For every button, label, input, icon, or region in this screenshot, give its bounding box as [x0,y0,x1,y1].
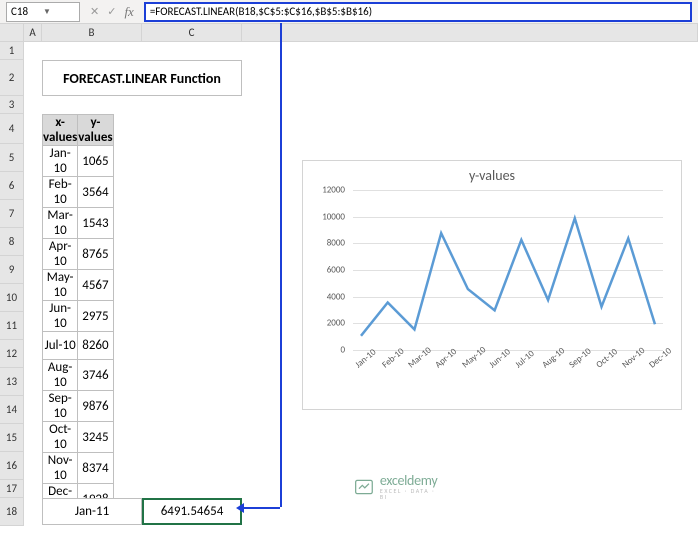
cell[interactable]: 4567 [78,270,113,301]
y-tick: 10000 [322,211,345,222]
table-row: Apr-108765 [43,239,114,270]
row-header-6[interactable]: 6 [0,172,24,200]
x-label: Dec-10 [647,345,674,370]
row-header-16[interactable]: 16 [0,452,24,480]
cell[interactable]: 8765 [78,239,113,270]
row-header-13[interactable]: 13 [0,368,24,396]
table-row: Oct-103245 [43,422,114,453]
watermark-main: exceldemy [380,474,440,488]
cell[interactable]: Sep-10 [43,391,78,422]
x-label: Sep-10 [567,346,593,371]
y-tick: 0 [340,345,345,356]
table-header-y: y-values [78,115,113,146]
row-header-8[interactable]: 8 [0,228,24,256]
cell[interactable]: 8260 [78,332,113,360]
row-header-4[interactable]: 4 [0,114,24,144]
row-header-3[interactable]: 3 [0,96,24,114]
table-row: Sep-109876 [43,391,114,422]
cell[interactable]: Oct-10 [43,422,78,453]
col-header-rest [242,24,698,42]
table-row: Aug-103746 [43,360,114,391]
x-label: Jul-10 [513,348,537,370]
cell[interactable]: Feb-10 [43,177,78,208]
row-header-15[interactable]: 15 [0,424,24,452]
data-table: x-valuesy-valuesJan-101065Feb-103564Mar-… [42,114,114,515]
col-header-b[interactable]: B [42,24,142,42]
row-header-12[interactable]: 12 [0,340,24,368]
x-label: Feb-10 [380,346,406,371]
row-header-17[interactable]: 17 [0,480,24,498]
cancel-icon[interactable]: ✕ [90,5,99,18]
table-row: May-104567 [43,270,114,301]
cell[interactable]: 1065 [78,146,113,177]
accept-icon[interactable]: ✓ [107,5,116,18]
formula-text: =FORECAST.LINEAR(B18,$C$5:$C$16,$B$5:$B$… [150,5,372,18]
connector-line-h [244,507,280,509]
col-header-a[interactable]: A [24,24,42,42]
forecast-x-cell[interactable]: Jan-11 [42,498,142,525]
table-row: Mar-101543 [43,208,114,239]
chevron-down-icon: ▼ [43,7,75,17]
line-chart[interactable]: y-values 0 2000 4000 6000 8000 10000 12000 Jan-1… [302,160,682,410]
arrow-head-icon [236,503,244,513]
chart-body: 020004000600080001000012000Jan-10Feb-10M… [313,190,671,410]
chart-line-svg [353,190,663,350]
y-tick: 4000 [327,291,345,302]
col-header-c[interactable]: C [142,24,242,42]
x-label: Jan-10 [353,347,378,371]
y-tick: 8000 [327,238,345,249]
cell[interactable]: 3746 [78,360,113,391]
table-row: Feb-103564 [43,177,114,208]
forecast-row: Jan-116491.54654 [42,498,242,525]
cell[interactable]: 2975 [78,301,113,332]
connector-line-v [280,23,282,507]
cell[interactable]: 8374 [78,453,113,484]
row-header-14[interactable]: 14 [0,396,24,424]
cell[interactable]: Jan-10 [43,146,78,177]
cell[interactable]: Jul-10 [43,332,78,360]
formula-controls: ✕ ✓ fx [90,4,134,20]
row-header-9[interactable]: 9 [0,256,24,284]
row-header-5[interactable]: 5 [0,144,24,172]
x-label: Aug-10 [540,345,567,370]
chart-title: y-values [303,161,681,184]
table-row: Jun-102975 [43,301,114,332]
cell[interactable]: Mar-10 [43,208,78,239]
cell[interactable]: 3564 [78,177,113,208]
table-row: Nov-108374 [43,453,114,484]
watermark-sub: EXCEL · DATA · BI [380,488,440,500]
y-tick: 12000 [322,185,345,196]
watermark-icon [354,476,374,498]
x-label: Oct-10 [594,346,620,370]
table-row: Jan-101065 [43,146,114,177]
cell[interactable]: 9876 [78,391,113,422]
row-header-18[interactable]: 18 [0,498,24,526]
title-cell: FORECAST.LINEAR Function [42,60,242,96]
name-box[interactable]: C18 ▼ [6,2,80,22]
fx-icon[interactable]: fx [124,4,133,20]
select-all-corner[interactable] [0,24,24,42]
cell[interactable]: Aug-10 [43,360,78,391]
row-header-2[interactable]: 2 [0,60,24,96]
y-tick: 2000 [327,318,345,329]
cell[interactable]: 3245 [78,422,113,453]
cell[interactable]: Jun-10 [43,301,78,332]
x-label: Apr-10 [433,346,459,370]
watermark: exceldemyEXCEL · DATA · BI [354,474,439,500]
cell[interactable]: Nov-10 [43,453,78,484]
row-header-1[interactable]: 1 [0,42,24,60]
cell[interactable]: 1543 [78,208,113,239]
y-tick: 6000 [327,265,345,276]
cell[interactable]: May-10 [43,270,78,301]
formula-bar[interactable]: =FORECAST.LINEAR(B18,$C$5:$C$16,$B$5:$B$… [144,2,692,22]
row-header-7[interactable]: 7 [0,200,24,228]
row-header-11[interactable]: 11 [0,312,24,340]
table-header-x: x-values [43,115,78,146]
x-label: Jun-10 [487,346,513,370]
forecast-y-cell[interactable]: 6491.54654 [142,498,242,525]
cell[interactable]: Apr-10 [43,239,78,270]
table-row: Jul-108260 [43,332,114,360]
row-header-10[interactable]: 10 [0,284,24,312]
name-box-value: C18 [11,5,43,18]
